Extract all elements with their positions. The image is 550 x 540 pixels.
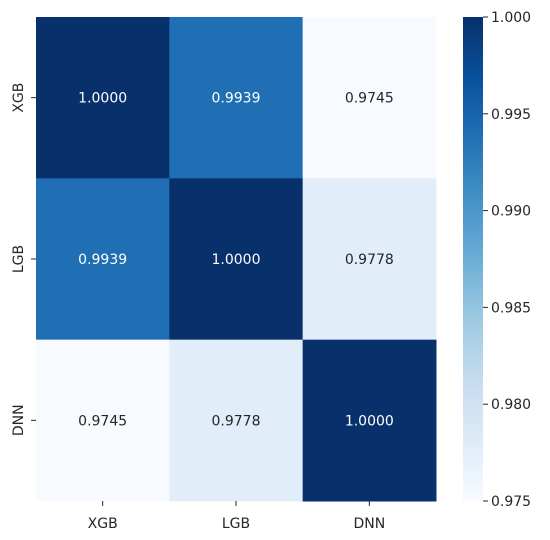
colorbar-gradient: [463, 17, 483, 501]
colorbar-tick-label: 1.000: [491, 10, 531, 26]
x-tick-label: XGB: [88, 516, 118, 532]
heatmap-cell-xgb-lgb: [169, 17, 304, 179]
colorbar-tick-label: 0.980: [491, 397, 531, 413]
cell-value-label: 0.9745: [78, 413, 127, 429]
heatmap-cell-lgb-lgb: [169, 178, 304, 341]
colorbar-tick-label: 0.985: [491, 300, 531, 316]
cell-value-label: 1.0000: [78, 91, 127, 107]
x-tick-label: DNN: [353, 516, 385, 532]
y-tick-label: DNN: [11, 404, 27, 436]
cell-value-label: 0.9778: [211, 413, 260, 429]
cell-value-label: 0.9778: [345, 252, 394, 268]
cell-value-label: 0.9745: [345, 91, 394, 107]
cell-value-label: 0.9939: [78, 252, 127, 268]
heatmap-cell-lgb-dnn: [302, 178, 437, 341]
cell-value-label: 1.0000: [345, 413, 394, 429]
y-axis: XGB LGB DNN: [11, 83, 36, 436]
heatmap-cells: [36, 17, 437, 502]
colorbar-ticks: 1.000 0.995 0.990 0.985 0.980 0.975: [483, 10, 531, 510]
colorbar-tick-label: 0.975: [491, 494, 531, 510]
heatmap-cell-xgb-xgb: [36, 17, 170, 179]
y-tick-label: XGB: [11, 83, 27, 113]
y-tick-label: LGB: [11, 245, 27, 273]
x-tick-label: LGB: [222, 516, 250, 532]
x-axis: XGB LGB DNN: [88, 500, 385, 532]
heatmap-cell-dnn-dnn: [302, 339, 437, 502]
cell-value-label: 0.9939: [211, 91, 260, 107]
colorbar-tick-label: 0.995: [491, 107, 531, 123]
heatmap-cell-labels: 1.0000 0.9939 0.9745 0.9939 1.0000 0.9778 0.97…: [78, 91, 394, 430]
heatmap-cell-dnn-xgb: [36, 339, 170, 502]
heatmap-cell-lgb-xgb: [36, 178, 170, 341]
cell-value-label: 1.0000: [211, 252, 260, 268]
colorbar-tick-label: 0.990: [491, 204, 531, 220]
heatmap-cell-dnn-lgb: [169, 339, 304, 502]
colorbar: 1.000 0.995 0.990 0.985 0.980 0.975: [463, 10, 531, 510]
heatmap-cell-xgb-dnn: [302, 17, 437, 179]
